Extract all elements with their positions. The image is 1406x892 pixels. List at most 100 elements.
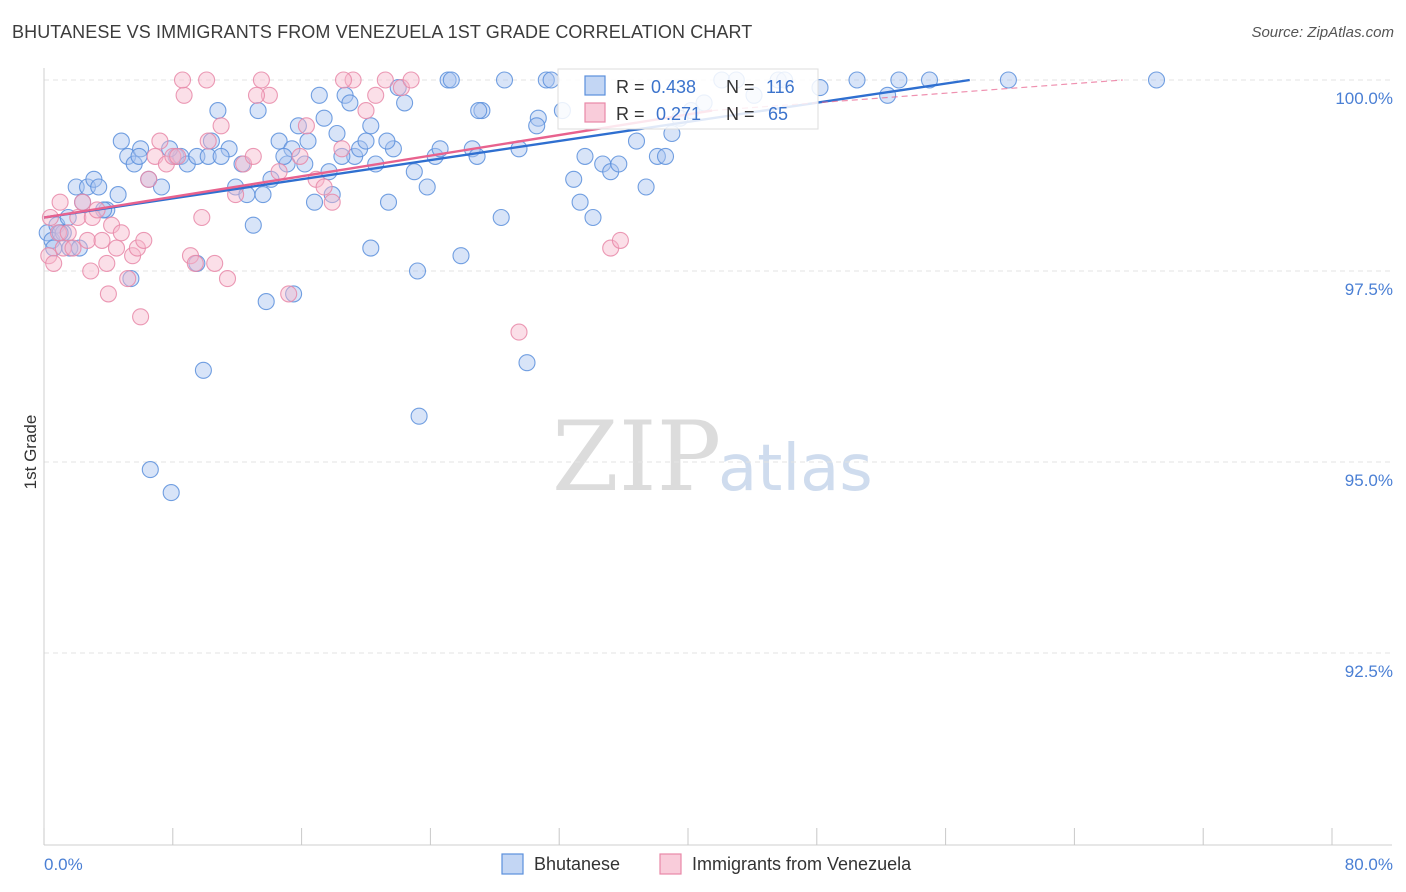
point-bhutanese <box>468 147 486 165</box>
stats-swatch-bhutanese <box>584 75 606 96</box>
point-venezuela <box>119 270 137 288</box>
point-bhutanese <box>495 71 514 89</box>
point-venezuela <box>82 262 100 280</box>
point-venezuela <box>247 86 266 104</box>
stats-n-value-venezuela: 65 <box>768 104 788 124</box>
point-venezuela <box>107 239 126 257</box>
point-bhutanese <box>405 163 423 181</box>
point-bhutanese <box>576 147 594 165</box>
point-bhutanese <box>130 147 148 165</box>
y-tick-label: 97.5% <box>1345 280 1393 299</box>
point-bhutanese <box>542 71 560 89</box>
point-bhutanese <box>270 132 288 150</box>
y-axis-title: 1st Grade <box>21 415 40 490</box>
point-venezuela <box>193 208 211 227</box>
point-bhutanese <box>610 155 628 173</box>
point-bhutanese <box>890 71 908 89</box>
axes: 100.0% 97.5% 95.0% 92.5% 0.0% 80.0% <box>43 68 1393 874</box>
point-venezuela <box>206 254 224 272</box>
point-venezuela <box>367 86 385 104</box>
point-bhutanese <box>109 186 127 204</box>
point-venezuela <box>175 86 193 104</box>
legend-label-bhutanese: Bhutanese <box>534 854 620 874</box>
point-venezuela <box>323 193 341 211</box>
point-venezuela <box>169 147 187 165</box>
point-bhutanese <box>310 86 328 104</box>
point-bhutanese <box>848 71 866 89</box>
point-bhutanese <box>1147 71 1166 89</box>
point-venezuela <box>252 71 270 89</box>
point-venezuela <box>59 224 77 242</box>
point-bhutanese <box>305 193 324 211</box>
point-bhutanese <box>571 193 589 211</box>
point-bhutanese <box>341 94 359 112</box>
point-venezuela <box>199 132 217 150</box>
point-bhutanese <box>410 407 428 425</box>
point-bhutanese <box>528 117 546 135</box>
point-bhutanese <box>396 94 414 112</box>
point-venezuela <box>98 254 116 272</box>
point-bhutanese <box>637 178 655 196</box>
point-bhutanese <box>362 239 380 257</box>
point-bhutanese <box>209 102 227 120</box>
stats-n-value-bhutanese: 116 <box>766 77 795 97</box>
point-bhutanese <box>112 132 130 150</box>
point-bhutanese <box>194 361 212 379</box>
watermark-zip: ZIP <box>552 401 721 513</box>
trend-line-venezuela-extension <box>712 79 1123 112</box>
point-venezuela <box>132 308 150 326</box>
y-tick-label: 100.0% <box>1335 89 1393 108</box>
point-venezuela <box>333 140 351 158</box>
point-bhutanese <box>275 147 293 165</box>
legend-label-venezuela: Immigrants from Venezuela <box>692 854 912 874</box>
y-tick-label: 95.0% <box>1345 471 1393 490</box>
point-bhutanese <box>656 147 675 165</box>
point-bhutanese <box>518 354 536 372</box>
point-venezuela <box>74 193 92 211</box>
point-bhutanese <box>212 147 230 165</box>
point-bhutanese <box>442 71 460 89</box>
point-venezuela <box>198 71 216 89</box>
point-venezuela <box>510 323 528 341</box>
point-bhutanese <box>470 102 488 120</box>
point-venezuela <box>315 178 333 196</box>
point-bhutanese <box>141 461 159 479</box>
x-tick-label: 80.0% <box>1345 855 1393 874</box>
point-bhutanese <box>999 71 1017 89</box>
x-tick-label: 0.0% <box>44 855 83 874</box>
point-venezuela <box>140 170 158 188</box>
point-venezuela <box>93 231 111 249</box>
stats-r-value-bhutanese: 0.438 <box>651 77 696 97</box>
point-bhutanese <box>584 208 602 227</box>
point-bhutanese <box>879 86 897 104</box>
point-bhutanese <box>328 124 346 143</box>
point-venezuela <box>291 147 309 165</box>
point-venezuela <box>297 117 315 135</box>
point-venezuela <box>49 224 68 242</box>
point-bhutanese <box>357 132 375 150</box>
point-bhutanese <box>254 186 272 204</box>
point-venezuela <box>164 147 182 165</box>
point-bhutanese <box>315 109 333 127</box>
point-bhutanese <box>285 285 303 303</box>
point-bhutanese <box>257 293 275 311</box>
legend-swatch-bhutanese <box>501 853 524 875</box>
stats-r-label-bhutanese: R = <box>616 77 645 97</box>
point-venezuela <box>244 147 262 165</box>
point-venezuela <box>218 270 237 288</box>
point-bhutanese <box>362 117 380 135</box>
point-bhutanese <box>492 208 510 227</box>
point-bhutanese <box>565 170 583 188</box>
point-venezuela <box>135 231 153 249</box>
point-bhutanese <box>244 216 262 234</box>
point-venezuela <box>260 86 278 104</box>
watermark-atlas: atlas <box>718 432 873 506</box>
point-venezuela <box>173 71 192 89</box>
legend: Bhutanese Immigrants from Venezuela <box>501 853 912 875</box>
point-bhutanese <box>379 193 398 211</box>
point-bhutanese <box>537 71 555 89</box>
stats-r-label-venezuela: R = <box>616 104 645 124</box>
point-bhutanese <box>299 132 317 150</box>
point-venezuela <box>280 285 298 303</box>
point-bhutanese <box>162 484 180 502</box>
